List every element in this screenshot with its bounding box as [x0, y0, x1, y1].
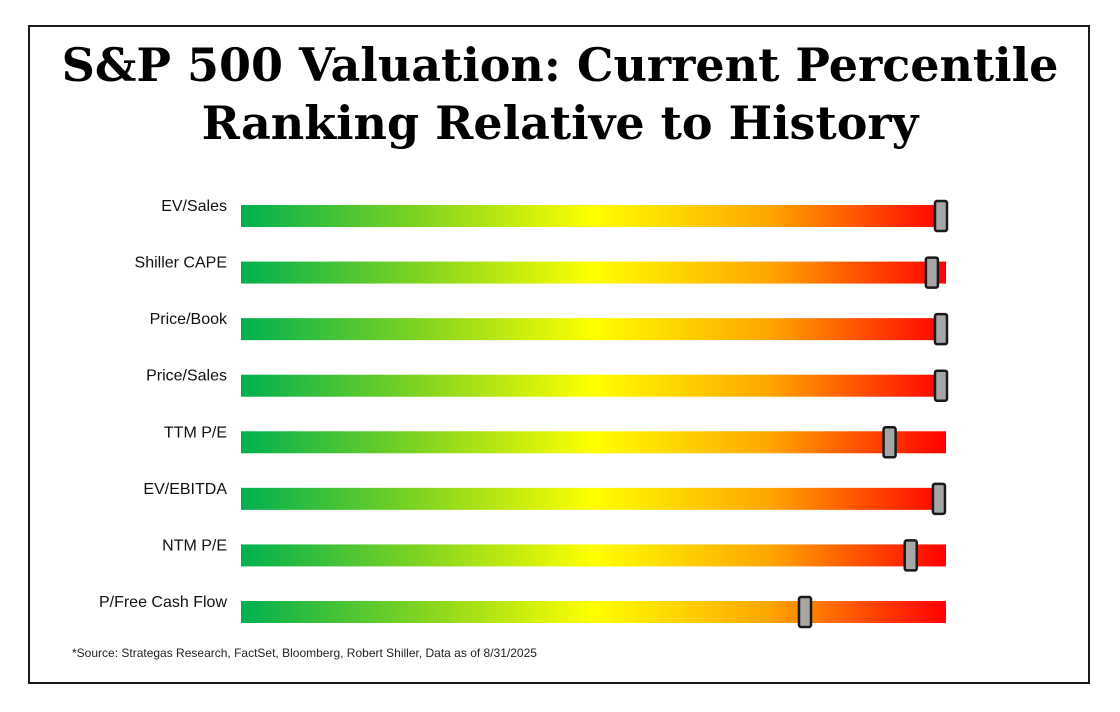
percentile-scale-bar — [241, 544, 946, 567]
category-label: Shiller CAPE — [135, 255, 227, 272]
chart-row: Shiller CAPE — [135, 255, 946, 289]
percentile-scale-bar — [241, 261, 946, 284]
percentile-marker — [931, 482, 947, 516]
chart-row: NTM P/E — [162, 537, 946, 572]
percentile-marker — [797, 595, 813, 629]
percentile-marker — [882, 426, 897, 459]
percentile-scale-bar — [241, 374, 946, 397]
chart-title: S&P 500 Valuation: Current Percentile Ra… — [0, 36, 1120, 152]
chart-rows: EV/Sales Shiller CAPE Price/Book Price/Sale… — [99, 198, 949, 629]
category-label: EV/Sales — [161, 198, 227, 215]
percentile-marker — [933, 369, 949, 402]
source-note: *Source: Strategas Research, FactSet, Bl… — [72, 646, 537, 660]
chart-title-line-2: Ranking Relative to History — [201, 96, 919, 150]
chart-row: TTM P/E — [164, 424, 946, 459]
percentile-scale-bar — [241, 600, 946, 623]
category-label: Price/Sales — [146, 368, 227, 385]
percentile-scale-bar — [241, 431, 946, 454]
chart-row: EV/EBITDA — [143, 481, 947, 516]
category-label: TTM P/E — [164, 424, 227, 441]
percentile-scale-bar — [241, 205, 946, 227]
chart-row: Price/Sales — [146, 368, 949, 402]
category-label: NTM P/E — [162, 537, 227, 554]
chart-title-line-1: S&P 500 Valuation: Current Percentile — [61, 38, 1059, 92]
chart-row: Price/Book — [150, 311, 949, 346]
percentile-marker — [924, 256, 940, 289]
category-label: P/Free Cash Flow — [99, 594, 227, 611]
percentile-marker — [933, 312, 949, 346]
category-label: Price/Book — [150, 311, 228, 328]
percentile-scale-bar — [241, 318, 946, 341]
chart-row: P/Free Cash Flow — [99, 594, 946, 629]
chart-frame — [28, 25, 1090, 684]
chart-row: EV/Sales — [161, 198, 949, 233]
percentile-scale-bar — [241, 487, 946, 510]
percentile-marker — [933, 199, 949, 233]
percentile-marker — [903, 539, 918, 572]
category-label: EV/EBITDA — [143, 481, 227, 498]
